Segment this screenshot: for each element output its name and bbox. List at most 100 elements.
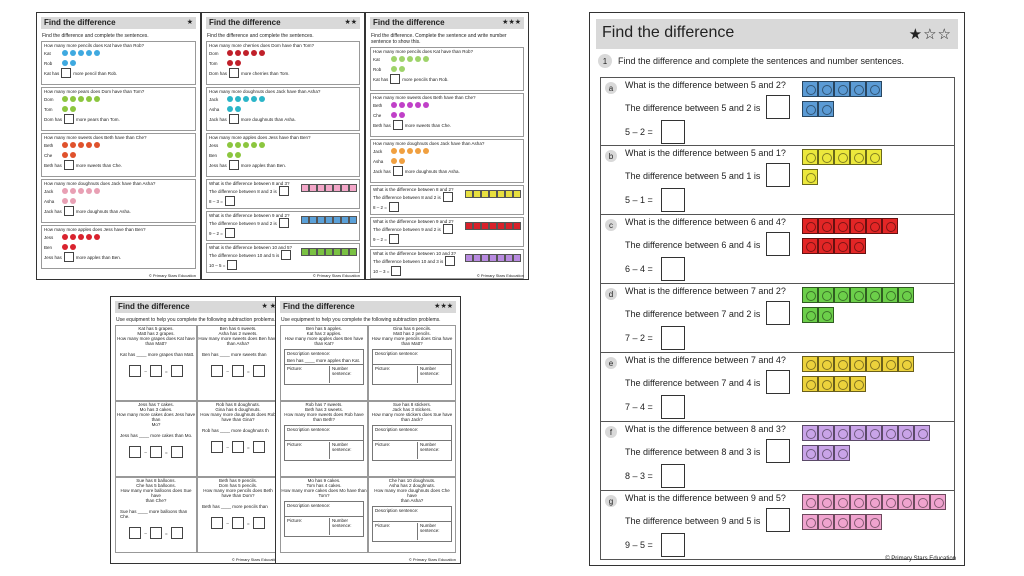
sentence-answer-box[interactable] [766, 232, 790, 256]
problem-cell: Sue has 8 balloons. Che has 5 balloons. Ho… [115, 477, 197, 553]
sentence-text: The difference between 8 and 3 is [209, 188, 277, 194]
equation-answer-box[interactable] [661, 464, 685, 488]
copyright: © Primary Stars Education [312, 273, 360, 278]
object-icon [62, 142, 68, 148]
multilink-cube [309, 216, 317, 224]
answer-box[interactable] [129, 446, 142, 458]
answer-box[interactable] [211, 517, 224, 529]
answer-box[interactable] [129, 527, 142, 539]
multilink-cube [802, 494, 818, 510]
object-icon [399, 158, 405, 164]
object-icon [259, 142, 265, 148]
answer-box[interactable] [390, 74, 401, 84]
copyright: © Primary Stars Education [231, 557, 279, 562]
title-text: Find the difference [373, 18, 445, 27]
answer-box[interactable] [224, 196, 235, 206]
answer-box[interactable] [224, 228, 235, 238]
object-icon [391, 56, 397, 62]
answer-box[interactable] [149, 365, 162, 377]
multilink-cube [898, 287, 914, 303]
answer-box[interactable] [149, 527, 162, 539]
problem-line: Sue has 8 balloons. [136, 478, 176, 483]
multilink-cube [834, 81, 850, 97]
multilink-cube [802, 218, 818, 234]
sentence-answer-box[interactable] [766, 163, 790, 187]
equation-answer-box[interactable] [661, 257, 685, 281]
answer-box[interactable] [231, 441, 244, 453]
answer-box[interactable] [278, 218, 289, 228]
answer-box[interactable] [227, 260, 238, 270]
answer-box[interactable] [231, 365, 244, 377]
answer-box[interactable] [170, 527, 183, 539]
equation-answer-box[interactable] [661, 533, 685, 557]
answer-box[interactable] [392, 166, 403, 176]
object-icon [94, 234, 100, 240]
answer-box[interactable] [211, 365, 224, 377]
object-icon [235, 60, 241, 66]
question-text: How many more doughnuts does Jack have t… [209, 89, 321, 94]
answer-box[interactable] [442, 224, 453, 234]
sentence-end: more pencils than Rob. [402, 76, 449, 82]
instruction: Use equipment to help you complete the f… [281, 317, 441, 323]
problem-line: than Matt? [401, 341, 423, 346]
picture-row: Jess [44, 232, 193, 242]
answer-box[interactable] [228, 114, 239, 124]
sentence-answer-box[interactable] [766, 301, 790, 325]
question-number: 1 [598, 54, 612, 68]
problem-line: than Jack? [401, 417, 423, 422]
object-icon [259, 50, 265, 56]
sentence-answer-box[interactable] [766, 95, 790, 119]
answer-box[interactable] [392, 120, 403, 130]
answer-box[interactable] [252, 365, 265, 377]
object-icon [391, 148, 397, 154]
picture-row: Beth [44, 140, 193, 150]
answer-box[interactable] [391, 266, 402, 276]
answer-box[interactable] [228, 160, 239, 170]
answer-box[interactable] [281, 250, 292, 260]
multilink-cube [818, 425, 834, 441]
answer-box[interactable] [211, 441, 224, 453]
number-sentence-label: Number sentence: [417, 442, 451, 459]
sentence-answer-box[interactable] [766, 370, 790, 394]
multilink-cube [882, 425, 898, 441]
multilink-cube [465, 222, 473, 230]
multilink-cube [834, 425, 850, 441]
equation-answer-box[interactable] [661, 326, 685, 350]
answer-box[interactable] [63, 206, 74, 216]
question-b: How many more sweets does Beth have than… [370, 93, 524, 137]
multilink-cube [802, 287, 818, 303]
answer-box[interactable] [278, 186, 289, 196]
equation-answer-box[interactable] [661, 188, 685, 212]
question-e: e What is the difference between 7 and 4?… [600, 353, 955, 422]
answer-box[interactable] [149, 446, 162, 458]
answer-box[interactable] [388, 202, 399, 212]
picture-label: Picture: [375, 523, 391, 528]
answer-box[interactable] [64, 114, 75, 124]
multilink-cube [834, 238, 850, 254]
object-icon [86, 96, 92, 102]
answer-box[interactable] [63, 160, 74, 170]
sentence-answer-box[interactable] [766, 439, 790, 463]
equation-answer-box[interactable] [661, 395, 685, 419]
answer-box[interactable] [252, 517, 265, 529]
answer-box[interactable] [388, 234, 399, 244]
sentence-answer-box[interactable] [766, 508, 790, 532]
star-rating: ★★★ [434, 303, 453, 310]
answer-box[interactable] [170, 365, 183, 377]
multilink-cube [325, 184, 333, 192]
multilink-cube [465, 190, 473, 198]
answer-box[interactable] [61, 68, 72, 78]
answer-box[interactable] [442, 192, 453, 202]
answer-box[interactable] [231, 517, 244, 529]
answer-box[interactable] [229, 68, 240, 78]
answer-box[interactable] [129, 365, 142, 377]
answer-box[interactable] [170, 446, 183, 458]
answer-box[interactable] [63, 252, 74, 262]
answer-box[interactable] [252, 441, 265, 453]
answer-box[interactable] [445, 256, 456, 266]
problem-line: How many more cakes does Mo have than [281, 488, 367, 493]
object-icon [62, 106, 68, 112]
equation-answer-box[interactable] [661, 120, 685, 144]
problem-line: than Che? [145, 498, 167, 503]
problem-grid: Ben has 5 apples. Kat has 2 apples. How ma… [280, 325, 456, 553]
